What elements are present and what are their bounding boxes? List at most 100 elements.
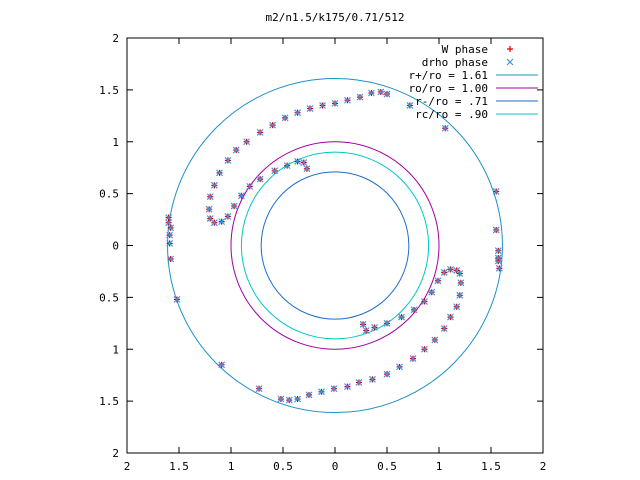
drho-phase-marker <box>306 105 314 112</box>
data-point <box>383 319 391 327</box>
data-point <box>440 269 448 276</box>
x-tick-label: 0.5 <box>377 460 397 473</box>
drho-phase-marker <box>409 355 417 363</box>
drho-phase-marker <box>331 99 339 107</box>
drho-phase-marker <box>210 181 218 189</box>
drho-phase-marker <box>359 320 367 328</box>
y-tick-label: 1.5 <box>99 84 119 97</box>
drho-phase-marker <box>319 102 326 109</box>
drho-phase-marker <box>256 128 264 136</box>
drho-phase-marker <box>167 255 175 263</box>
data-point <box>216 169 223 177</box>
data-point <box>356 93 364 101</box>
data-point <box>256 175 264 183</box>
drho-phase-marker <box>494 257 502 265</box>
x-tick-label: 1.5 <box>481 460 501 473</box>
drho-phase-marker <box>431 336 439 344</box>
data-point <box>255 385 263 393</box>
drho-phase-marker <box>281 114 289 122</box>
data-point <box>367 89 375 97</box>
x-tick-label: 0 <box>332 460 339 473</box>
legend-label: drho phase <box>422 56 488 69</box>
drho-phase-marker <box>367 89 375 97</box>
data-point <box>218 361 226 369</box>
drho-phase-marker <box>285 396 293 404</box>
data-point <box>269 121 277 129</box>
y-tick-label: 2 <box>112 32 119 45</box>
drho-phase-marker <box>269 121 277 129</box>
data-point <box>492 226 500 234</box>
drho-phase-marker <box>216 169 223 177</box>
data-point <box>306 105 314 112</box>
drho-phase-marker <box>383 90 391 98</box>
data-point <box>453 303 461 311</box>
drho-phase-marker <box>303 165 311 173</box>
data-point <box>369 375 376 383</box>
legend-label: ro/ro = 1.00 <box>409 82 488 95</box>
drho-phase-marker <box>495 264 503 272</box>
data-point <box>237 192 245 200</box>
drho-phase-marker <box>256 175 264 183</box>
data-point <box>281 114 289 122</box>
data-point <box>492 188 500 195</box>
drho-phase-marker <box>377 88 385 96</box>
x-tick-label: 1 <box>228 460 235 473</box>
x-axis: 2 1.5 1 0.5 0 0.5 1 1.5 2 <box>124 38 547 473</box>
drho-phase-marker <box>355 379 363 386</box>
drho-phase-marker <box>344 383 351 391</box>
data-point <box>256 128 264 136</box>
drho-phase-marker <box>294 158 301 165</box>
drho-phase-marker <box>344 96 351 104</box>
data-point <box>431 336 439 344</box>
y-tick-label: 0.5 <box>99 188 119 201</box>
drho-phase-marker <box>166 231 174 239</box>
drho-phase-marker <box>318 388 325 396</box>
legend-label: rc/ro = .90 <box>415 108 488 121</box>
x-tick-label: 2 <box>124 460 131 473</box>
drho-phase-marker <box>224 157 232 164</box>
drho-phase-marker <box>369 375 376 383</box>
drho-phase-marker <box>224 213 232 220</box>
drho-phase-marker <box>441 124 449 132</box>
data-points <box>165 88 503 404</box>
x-tick-label: 2 <box>540 460 547 473</box>
drho-phase-marker <box>255 385 263 393</box>
drho-phase-marker <box>396 363 403 371</box>
data-point <box>303 165 311 173</box>
drho-phase-marker <box>456 291 464 299</box>
data-point <box>232 146 240 154</box>
data-point <box>206 193 214 201</box>
drho-phase-marker <box>232 146 240 154</box>
drho-phase-marker <box>300 159 308 166</box>
chart-title: m2/n1.5/k175/0.71/512 <box>265 11 404 24</box>
drho-phase-marker <box>218 361 226 369</box>
y-tick-label: 2 <box>112 447 119 460</box>
data-point <box>210 181 218 189</box>
data-point <box>359 320 367 328</box>
data-point <box>453 266 461 274</box>
data-point <box>166 240 174 247</box>
data-point <box>218 218 226 226</box>
data-point <box>330 385 338 393</box>
drho-phase-marker <box>166 240 174 247</box>
x-tick-label: 0.5 <box>273 460 293 473</box>
drho-phase-marker <box>440 325 448 332</box>
data-point <box>294 158 301 165</box>
data-point <box>447 265 454 273</box>
drho-phase-marker <box>428 288 436 296</box>
data-point <box>457 279 465 287</box>
drho-phase-marker <box>271 167 279 175</box>
drho-phase-marker <box>210 219 218 227</box>
data-point <box>318 388 325 396</box>
y-tick-label: 1.5 <box>99 395 119 408</box>
data-point <box>271 167 279 175</box>
data-point <box>409 355 417 363</box>
drho-phase-marker <box>494 254 502 262</box>
legend-marker <box>506 58 514 66</box>
drho-phase-marker <box>434 277 442 285</box>
y-tick-label: 1 <box>112 343 119 356</box>
data-point <box>224 157 232 164</box>
drho-phase-marker <box>356 93 364 101</box>
y-axis: 2 1.5 1 0.5 0 0.5 1 1.5 2 <box>99 32 543 460</box>
data-point <box>210 219 218 227</box>
